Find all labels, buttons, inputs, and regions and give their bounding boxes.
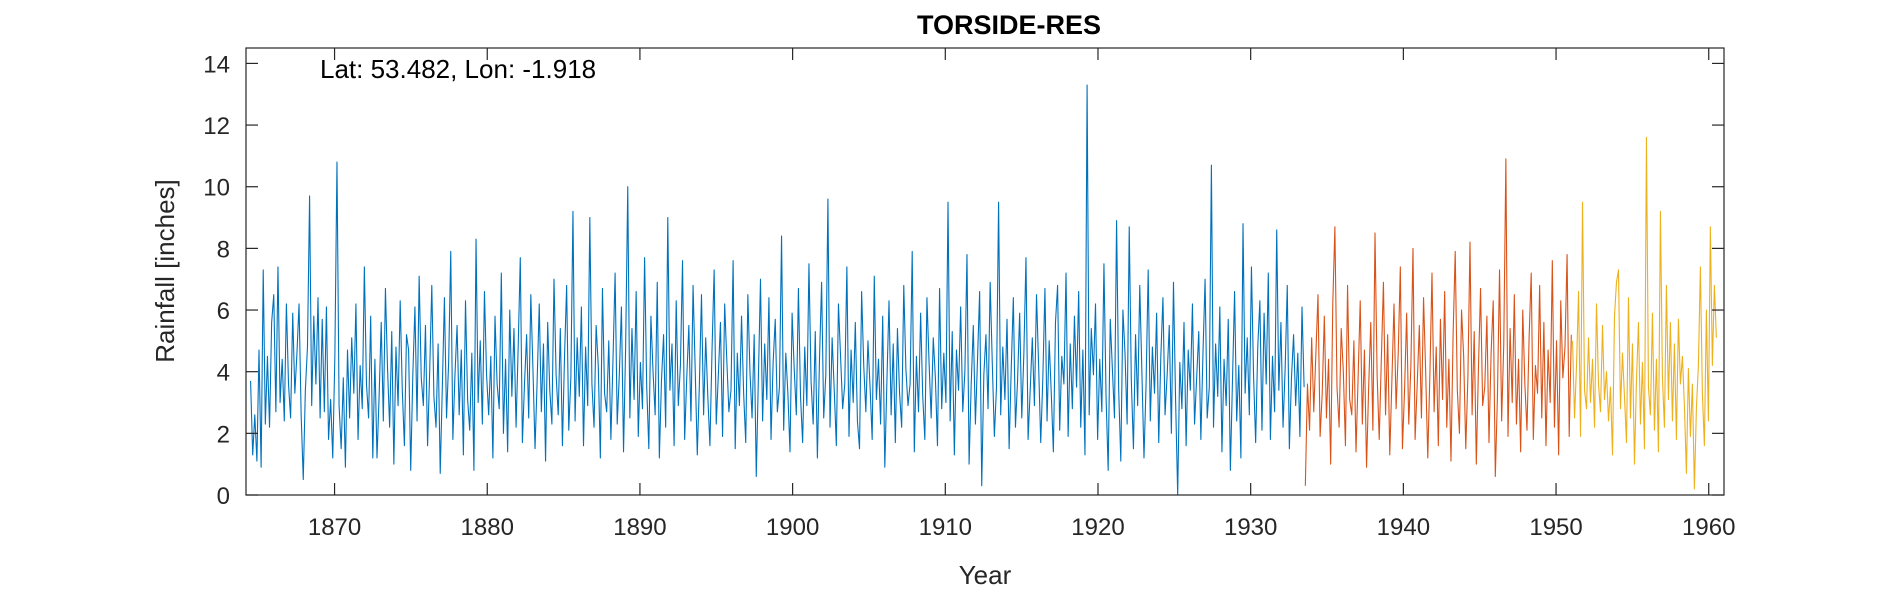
y-axis: 0 2 4 6 8 10 12 14 xyxy=(203,51,1724,510)
x-tick-label-1900: 1900 xyxy=(766,514,819,541)
y-tick-label-2: 2 xyxy=(217,421,230,448)
y-tick-label-10: 10 xyxy=(203,175,230,202)
x-tick-label-1890: 1890 xyxy=(613,514,666,541)
x-tick-label-1880: 1880 xyxy=(461,514,514,541)
y-axis-label: Rainfall [inches] xyxy=(150,179,180,363)
x-tick-label-1910: 1910 xyxy=(919,514,972,541)
x-axis: 1870 1880 1890 1900 1910 1920 1930 1940 1950 1960 xyxy=(308,48,1735,541)
plot-frame xyxy=(245,47,1725,496)
y-tick-label-14: 14 xyxy=(203,51,230,78)
y-tick-label-0: 0 xyxy=(217,483,230,510)
chart-title: TORSIDE-RES xyxy=(917,10,1101,40)
x-axis-label: Year xyxy=(959,560,1012,590)
series-line-2 xyxy=(1304,158,1572,486)
x-tick-label-1930: 1930 xyxy=(1224,514,1277,541)
x-tick-label-1870: 1870 xyxy=(308,514,361,541)
x-tick-label-1940: 1940 xyxy=(1377,514,1430,541)
y-tick-label-12: 12 xyxy=(203,113,230,140)
y-tick-label-8: 8 xyxy=(217,236,230,263)
y-tick-label-4: 4 xyxy=(217,360,230,387)
series-line-1 xyxy=(250,84,1305,496)
x-tick-label-1950: 1950 xyxy=(1529,514,1582,541)
series-layer xyxy=(250,84,1717,496)
location-annotation: Lat: 53.482, Lon: -1.918 xyxy=(320,54,596,84)
x-tick-label-1920: 1920 xyxy=(1071,514,1124,541)
series-line-3 xyxy=(1571,136,1717,490)
y-tick-label-6: 6 xyxy=(217,298,230,325)
x-tick-label-1960: 1960 xyxy=(1682,514,1735,541)
